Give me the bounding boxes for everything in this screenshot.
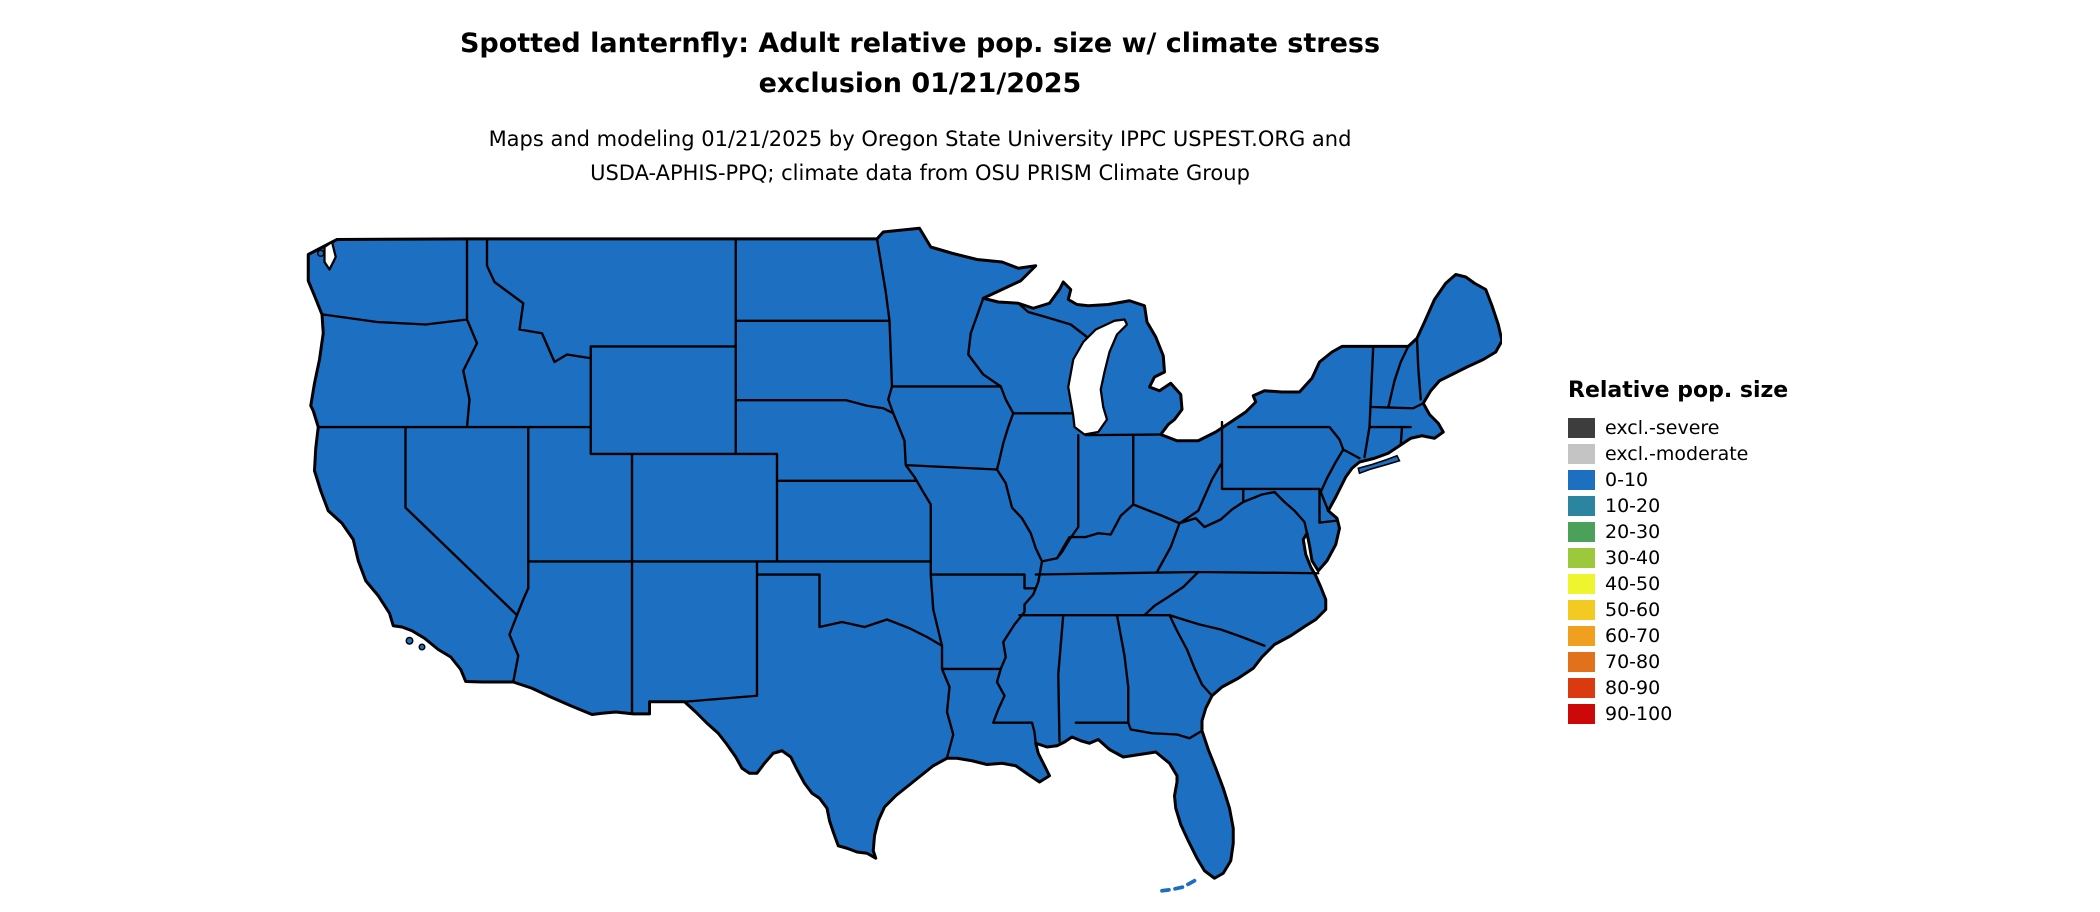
legend-swatch	[1568, 418, 1595, 438]
legend-label: 70-80	[1605, 651, 1661, 673]
legend-items: excl.-severe excl.-moderate 0-10 10-20 20-30…	[1568, 415, 1868, 727]
legend-swatch	[1568, 704, 1595, 724]
us-map	[302, 212, 1502, 912]
legend-item: 30-40	[1568, 545, 1868, 571]
legend-label: 10-20	[1605, 495, 1661, 517]
legend-item: 10-20	[1568, 493, 1868, 519]
legend-item: excl.-severe	[1568, 415, 1868, 441]
page: { "title": { "line1": "Spotted lanternfl…	[170, 24, 1868, 893]
legend-swatch	[1568, 522, 1595, 542]
legend-swatch	[1568, 626, 1595, 646]
page-subtitle: Maps and modeling 01/21/2025 by Oregon S…	[170, 122, 1670, 190]
legend-swatch	[1568, 652, 1595, 672]
florida-keys	[1160, 878, 1197, 893]
page-subtitle-line1: Maps and modeling 01/21/2025 by Oregon S…	[488, 127, 1352, 151]
legend-label: 90-100	[1605, 703, 1673, 725]
legend-item: 60-70	[1568, 623, 1868, 649]
legend-label: 50-60	[1605, 599, 1661, 621]
legend-item: excl.-moderate	[1568, 441, 1868, 467]
legend: Relative pop. size excl.-severe excl.-mod…	[1568, 378, 1868, 727]
legend-label: 80-90	[1605, 677, 1661, 699]
us-map-svg	[306, 226, 1502, 893]
legend-label: 60-70	[1605, 625, 1661, 647]
lake-michigan	[1067, 318, 1129, 436]
san-juan-island-icon	[317, 249, 325, 258]
legend-label: 40-50	[1605, 573, 1661, 595]
legend-swatch	[1568, 678, 1595, 698]
channel-island-icon	[405, 636, 414, 645]
legend-swatch	[1568, 496, 1595, 516]
page-subtitle-line2: USDA-APHIS-PPQ; climate data from OSU PR…	[590, 161, 1250, 185]
legend-swatch	[1568, 470, 1595, 490]
legend-item: 90-100	[1568, 701, 1868, 727]
legend-item: 50-60	[1568, 597, 1868, 623]
legend-label: excl.-severe	[1605, 417, 1720, 439]
legend-label: 0-10	[1605, 469, 1649, 491]
page-title-line2: exclusion 01/21/2025	[758, 68, 1082, 99]
puget-sound	[323, 240, 337, 271]
channel-island-icon	[418, 643, 426, 651]
page-title: Spotted lanternfly: Adult relative pop. …	[170, 24, 1670, 104]
page-title-line1: Spotted lanternfly: Adult relative pop. …	[459, 28, 1381, 59]
legend-title: Relative pop. size	[1568, 378, 1789, 403]
legend-item: 20-30	[1568, 519, 1868, 545]
legend-swatch	[1568, 548, 1595, 568]
legend-label: excl.-moderate	[1605, 443, 1749, 465]
legend-swatch	[1568, 444, 1595, 464]
legend-item: 70-80	[1568, 649, 1868, 675]
legend-label: 30-40	[1605, 547, 1661, 569]
legend-item: 80-90	[1568, 675, 1868, 701]
long-island	[1357, 454, 1401, 475]
legend-swatch	[1568, 600, 1595, 620]
legend-label: 20-30	[1605, 521, 1661, 543]
legend-item: 0-10	[1568, 467, 1868, 493]
legend-swatch	[1568, 574, 1595, 594]
legend-item: 40-50	[1568, 571, 1868, 597]
state-borders	[317, 237, 1425, 759]
us-outline	[306, 226, 1502, 880]
